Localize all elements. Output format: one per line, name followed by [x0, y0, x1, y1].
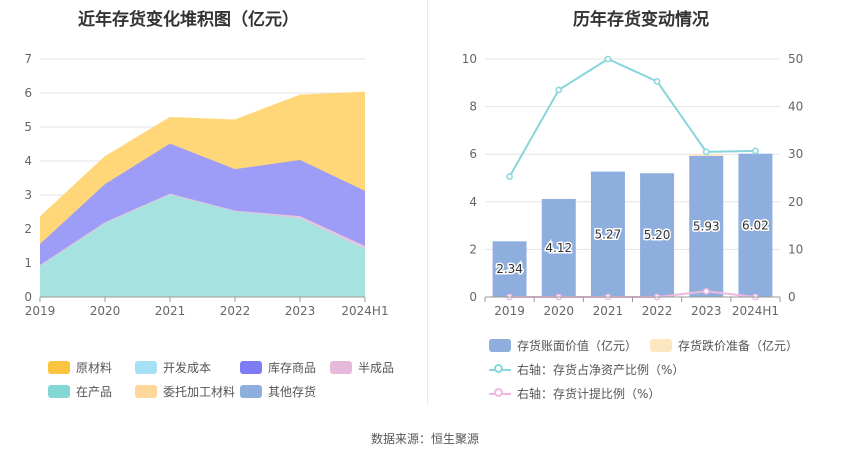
legend-label: 原材料 [76, 361, 113, 375]
legend-label: 库存商品 [268, 361, 317, 375]
y-tick-label: 0 [24, 290, 32, 304]
chart-divider [427, 0, 428, 405]
bar-value-label: 4.12 [545, 241, 572, 255]
x-tick-label: 2020 [543, 304, 574, 318]
legend-label: 右轴：存货计提比例（%） [517, 387, 661, 401]
legend-item[interactable]: 存货账面价值（亿元） [489, 337, 637, 354]
area-原材料 [40, 92, 365, 244]
y-tick-label: 6 [24, 86, 32, 100]
legend-swatch [650, 339, 672, 352]
x-tick-label: 2021 [593, 304, 624, 318]
legend-item[interactable]: 右轴：存货占净资产比例（%） [489, 361, 684, 378]
line-point [702, 148, 710, 156]
right-y-tick-label: 0 [788, 290, 796, 304]
legend-item[interactable]: 库存商品 [240, 359, 316, 376]
x-tick-label: 2019 [25, 304, 56, 318]
bar-inventory-value [541, 198, 576, 297]
right-y-tick-label: 40 [788, 100, 803, 114]
x-tick-label: 2024H1 [341, 304, 388, 318]
legend-item[interactable]: 开发成本 [135, 359, 211, 376]
legend-label: 其他存货 [268, 385, 317, 399]
y-tick-label: 7 [24, 52, 32, 66]
bar-inventory-value [492, 241, 527, 297]
left-y-tick-label: 0 [469, 290, 477, 304]
right-chart-title: 历年存货变动情况 [573, 10, 709, 30]
bar-inventory-value [590, 171, 625, 297]
left-y-tick-label: 6 [469, 147, 477, 161]
bar-value-label: 5.27 [595, 227, 622, 241]
line-point [604, 55, 612, 63]
legend-item[interactable]: 原材料 [48, 359, 112, 376]
y-tick-label: 2 [24, 222, 32, 236]
legend-item[interactable]: 存货跌价准备（亿元） [650, 337, 798, 354]
legend-swatch [240, 361, 262, 374]
line-point [506, 173, 513, 180]
line-point [555, 86, 563, 94]
left-chart-title: 近年存货变化堆积图（亿元） [78, 10, 299, 30]
right-y-tick-label: 30 [788, 147, 803, 161]
legend-item[interactable]: 在产品 [48, 383, 112, 400]
right-y-tick-label: 50 [788, 52, 803, 66]
y-tick-label: 5 [24, 120, 32, 134]
x-tick-label: 2020 [90, 304, 121, 318]
x-tick-label: 2019 [494, 304, 525, 318]
bar-value-label: 2.34 [496, 262, 523, 276]
y-tick-label: 3 [24, 188, 32, 202]
data-source-note: 数据来源：恒生聚源 [370, 432, 479, 446]
inventory-bar-line-chart: 0 2 4 6 8 10 0 10 20 30 40 50 2.34 4.12 5.27 5.20 5.93 6.… [462, 52, 804, 318]
legend-swatch [330, 361, 352, 374]
stacked-area-chart: 0 1 2 3 4 5 6 7 2019 2020 2021 2022 2023 2024H1 [24, 52, 388, 318]
legend-swatch [48, 361, 70, 374]
legend-label: 开发成本 [163, 361, 212, 375]
x-tick-label: 2024H1 [732, 304, 779, 318]
legend-label: 委托加工材料 [163, 385, 236, 399]
bar-inventory-value [738, 153, 773, 297]
right-y-tick-label: 10 [788, 242, 803, 256]
legend-label: 存货跌价准备（亿元） [678, 339, 799, 353]
x-tick-label: 2022 [220, 304, 251, 318]
x-tick-label: 2023 [285, 304, 316, 318]
left-y-tick-label: 8 [469, 100, 477, 114]
line-point [702, 287, 710, 295]
legend-swatch [489, 387, 511, 400]
bar-inventory-value [640, 173, 675, 297]
legend-label: 半成品 [358, 361, 395, 375]
line-point [653, 78, 661, 85]
x-tick-label: 2021 [155, 304, 186, 318]
left-y-tick-label: 4 [469, 195, 477, 209]
line-inventory-to-net-assets [508, 57, 756, 178]
legend-swatch [48, 385, 70, 398]
right-y-tick-label: 20 [788, 195, 803, 209]
legend-item[interactable]: 半成品 [330, 359, 394, 376]
bar-value-label: 6.02 [742, 218, 769, 232]
legend-swatch [135, 385, 157, 398]
legend-label: 存货账面价值（亿元） [517, 339, 638, 353]
legend-label: 在产品 [76, 385, 113, 399]
bar-value-label: 5.93 [693, 219, 720, 233]
left-y-tick-label: 2 [469, 242, 477, 256]
legend-swatch [135, 361, 157, 374]
x-tick-label: 2023 [691, 304, 722, 318]
legend-item[interactable]: 右轴：存货计提比例（%） [489, 385, 660, 402]
x-tick-label: 2022 [642, 304, 673, 318]
legend-swatch [489, 339, 511, 352]
line-point [752, 147, 759, 155]
legend-swatch [489, 363, 511, 376]
bar-value-label: 5.20 [644, 228, 671, 242]
legend-label: 右轴：存货占净资产比例（%） [517, 363, 685, 377]
area-edge-原材料 [39, 91, 366, 218]
legend-item[interactable]: 委托加工材料 [135, 383, 235, 400]
area-在产品 [40, 194, 365, 297]
legend-swatch [240, 385, 262, 398]
y-tick-label: 1 [24, 256, 32, 270]
y-tick-label: 4 [24, 154, 32, 168]
legend-item[interactable]: 其他存货 [240, 383, 316, 400]
bar-inventory-value [689, 155, 724, 297]
left-y-tick-label: 10 [462, 52, 477, 66]
